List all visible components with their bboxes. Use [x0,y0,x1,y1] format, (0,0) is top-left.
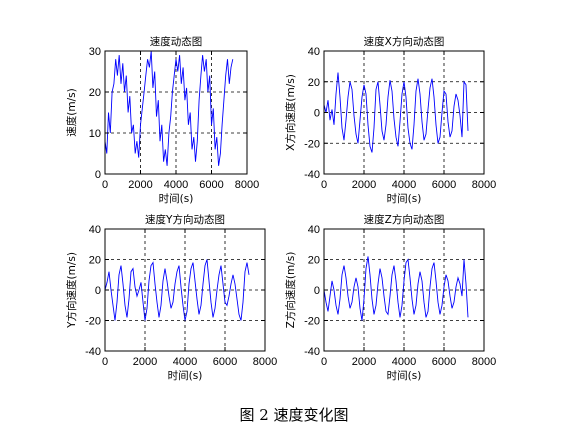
speed-y-chart: 0 2000 4000 6000 8000 -40 -20 0 20 40 速度Y方向动态图时间(s… [65,213,277,382]
y-tick-label: 20 [308,255,320,267]
x-tick-label: 8000 [235,179,259,191]
x-tick-label: 8000 [253,356,277,368]
series-line [323,72,469,153]
x-tick-label: 0 [321,356,327,368]
x-tick-label: 2000 [133,356,157,368]
y-tick-label: 40 [308,46,320,58]
series-line [104,259,250,321]
y-axis-label: Z方向速度(m/s) [284,252,297,329]
y-axis-label: Y方向速度(m/s) [65,252,78,329]
y-axis-label: X方向速度(m/s) [284,74,297,151]
x-tick-label: 8000 [472,356,496,368]
x-tick-label: 4000 [164,179,188,191]
y-tick-label: 40 [89,224,101,236]
y-tick-label: -20 [304,138,320,150]
y-tick-label: 0 [314,285,320,297]
y-tick-label: -20 [85,316,101,328]
y-tick-label: -40 [85,346,101,358]
y-tick-label: 0 [95,285,101,297]
x-tick-label: 4000 [392,179,416,191]
x-tick-label: 8000 [472,179,496,191]
x-tick-label: 6000 [199,179,223,191]
series-line [104,50,234,166]
x-tick-label: 0 [102,179,108,191]
x-axis-label: 时间(s) [168,369,203,382]
chart-title: 速度Y方向动态图 [145,213,225,226]
x-tick-label: 6000 [432,356,456,368]
x-tick-label: 6000 [213,356,237,368]
x-axis-label: 时间(s) [387,192,422,205]
y-tick-label: 0 [95,169,101,181]
chart-title: 速度动态图 [150,35,203,48]
x-tick-label: 2000 [352,179,376,191]
series-line [323,256,469,321]
y-tick-label: 30 [89,46,101,58]
y-tick-label: -40 [304,346,320,358]
chart-title: 速度Z方向动态图 [364,213,445,226]
x-axis-label: 时间(s) [387,369,422,382]
chart-title: 速度X方向动态图 [364,35,445,48]
x-tick-label: 0 [321,179,327,191]
y-tick-label: 10 [89,128,101,140]
x-tick-label: 0 [102,356,108,368]
y-tick-label: 20 [89,255,101,267]
x-tick-label: 2000 [352,356,376,368]
y-tick-label: -40 [304,169,320,181]
y-tick-label: -20 [304,316,320,328]
figure-caption: 图 2 速度变化图 [239,406,349,424]
y-tick-label: 20 [89,87,101,99]
x-tick-label: 6000 [432,179,456,191]
x-tick-label: 4000 [173,356,197,368]
x-axis-label: 时间(s) [159,192,194,205]
y-tick-label: 0 [314,108,320,120]
x-tick-label: 2000 [128,179,152,191]
speed-x-chart: 0 2000 4000 6000 8000 -40 -20 0 20 40 速度X方向动态图时间(s… [284,35,496,205]
y-axis-label: 速度(m/s) [65,88,78,136]
x-tick-label: 4000 [392,356,416,368]
speed-z-chart: 0 2000 4000 6000 8000 -40 -20 0 20 40 速度Z方向动态图时间(s… [284,213,496,382]
y-tick-label: 40 [308,224,320,236]
figure: 0 2000 4000 6000 80000102030速度动态图时间(s)速度(m/s… [65,35,496,382]
y-tick-label: 20 [308,77,320,89]
